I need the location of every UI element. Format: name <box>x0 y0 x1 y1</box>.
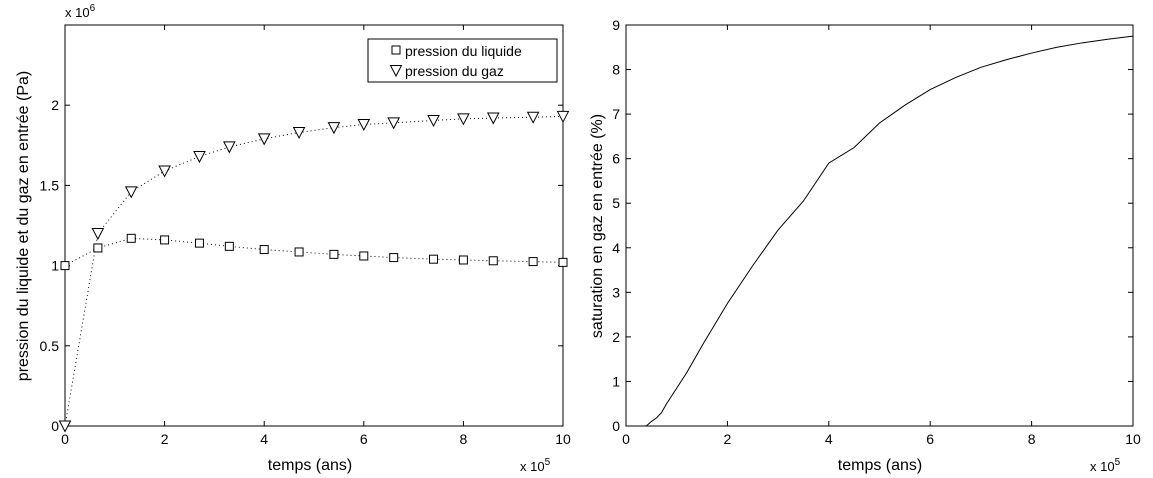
chart-left-xtick-label: 8 <box>460 431 468 447</box>
legend-square-marker-icon <box>391 45 401 55</box>
chart-left-xtick-label: 6 <box>360 431 368 447</box>
chart-left-markers <box>58 110 570 433</box>
legend-label-liquide: pression du liquide <box>405 43 522 59</box>
chart-left-ytick-label: 0.5 <box>40 338 60 354</box>
marker-square-liquide <box>329 249 339 259</box>
chart-left-lines <box>64 115 564 427</box>
marker-square-liquide <box>528 257 538 267</box>
chart-left-xlabel: temps (ans) <box>268 457 352 474</box>
chart-right-lines <box>645 35 1134 427</box>
marker-triangle-gaz <box>193 151 206 164</box>
chart-right-xticks: 0 2 4 6 8 10 <box>622 25 1141 447</box>
chart-right-ytick-label: 9 <box>612 17 620 33</box>
legend-triangle-marker-icon <box>389 65 403 78</box>
marker-triangle-gaz <box>357 118 371 132</box>
chart-left-xticks: 0 2 4 6 8 10 <box>61 25 571 447</box>
chart-right-yticks: 0 1 2 3 4 5 6 7 8 9 <box>612 17 1133 434</box>
chart-right-ytick-label: 5 <box>612 195 620 211</box>
marker-triangle-gaz <box>457 113 470 126</box>
chart-right-ytick-label: 6 <box>612 151 620 167</box>
marker-square-liquide <box>558 257 568 267</box>
marker-square-liquide <box>429 254 439 264</box>
marker-square-liquide <box>126 233 136 243</box>
chart-left-ytick-label: 2 <box>51 97 59 113</box>
chart-left-y-multiplier: x 106 <box>65 3 96 20</box>
marker-square-liquide <box>259 245 269 255</box>
marker-triangle-gaz <box>292 126 306 140</box>
chart-left-ylabel: pression du liquide et du gaz en entrée … <box>15 71 32 381</box>
chart-right-xtick-label: 0 <box>622 431 630 447</box>
chart-right-x-multiplier-base: x 10 <box>1090 459 1115 474</box>
marker-triangle-gaz <box>257 133 271 146</box>
chart-left-xtick-label: 2 <box>161 431 169 447</box>
marker-square-liquide <box>294 247 304 257</box>
chart-right-x-multiplier-exp: 5 <box>1115 457 1121 468</box>
chart-right-ytick-label: 2 <box>612 329 620 345</box>
chart-left-ytick-label: 1 <box>51 258 59 274</box>
marker-square-liquide <box>389 253 399 263</box>
chart-right-ytick-label: 1 <box>612 373 620 389</box>
chart-right-x-multiplier: x 105 <box>1090 457 1121 474</box>
chart-right: 0 2 4 6 8 10 0 1 2 3 4 5 6 7 8 9 temps (ans) saturatio… <box>589 17 1141 474</box>
chart-right-plot-area <box>625 24 1134 427</box>
marker-square-liquide <box>194 238 204 248</box>
chart-right-series-line-0 <box>645 35 1134 427</box>
marker-square-liquide <box>60 261 70 271</box>
chart-left-xtick-label: 10 <box>555 431 571 447</box>
chart-left-y-multiplier-exp: 6 <box>90 3 96 14</box>
chart-left-xtick-label: 0 <box>61 431 69 447</box>
chart-right-ytick-label: 4 <box>612 240 620 256</box>
chart-right-ytick-label: 8 <box>612 62 620 78</box>
marker-square-liquide <box>93 243 103 253</box>
chart-right-xtick-label: 4 <box>825 431 833 447</box>
chart-left-ytick-label: 1.5 <box>40 177 60 193</box>
marker-square-liquide <box>488 256 498 266</box>
marker-square-liquide <box>224 241 234 251</box>
chart-left-ytick-label: 0 <box>51 418 59 434</box>
marker-triangle-gaz <box>327 122 341 135</box>
chart-right-ytick-label: 3 <box>612 284 620 300</box>
chart-left-xtick-label: 4 <box>260 431 268 447</box>
marker-square-liquide <box>458 255 468 265</box>
marker-triangle-gaz <box>427 114 440 128</box>
chart-right-xtick-label: 6 <box>926 431 934 447</box>
chart-left-x-multiplier: x 105 <box>520 457 551 474</box>
chart-right-xlabel: temps (ans) <box>838 457 922 474</box>
marker-triangle-gaz <box>158 165 171 178</box>
marker-triangle-gaz <box>223 141 236 154</box>
chart-right-ylabel: saturation en gaz en entrée (%) <box>589 114 606 338</box>
marker-square-liquide <box>359 251 369 261</box>
chart-right-ytick-label: 0 <box>612 418 620 434</box>
marker-triangle-gaz <box>387 117 401 130</box>
chart-left-x-multiplier-base: x 10 <box>520 459 545 474</box>
marker-triangle-gaz <box>91 228 105 241</box>
chart-left-series-line-1 <box>64 115 564 427</box>
legend-label-gaz: pression du gaz <box>405 63 504 79</box>
marker-triangle-gaz <box>124 186 138 199</box>
chart-left: 0 2 4 6 8 10 0 0.5 1 1.5 2 temps (ans) pression d… <box>15 3 571 474</box>
chart-left-x-multiplier-exp: 5 <box>545 457 551 468</box>
chart-right-ytick-label: 7 <box>612 106 620 122</box>
marker-triangle-gaz <box>556 110 570 124</box>
chart-right-xtick-label: 2 <box>724 431 732 447</box>
chart-left-legend: pression du liquide pression du gaz <box>367 38 558 83</box>
chart-right-xtick-label: 10 <box>1125 431 1141 447</box>
chart-left-plot-area <box>64 24 564 427</box>
chart-left-series-line-0 <box>64 237 564 267</box>
chart-left-y-multiplier-base: x 10 <box>65 5 90 20</box>
marker-triangle-gaz <box>526 111 540 124</box>
marker-square-liquide <box>160 235 170 245</box>
chart-right-xtick-label: 8 <box>1028 431 1036 447</box>
marker-triangle-gaz <box>486 112 500 125</box>
marker-triangle-gaz <box>58 420 72 433</box>
